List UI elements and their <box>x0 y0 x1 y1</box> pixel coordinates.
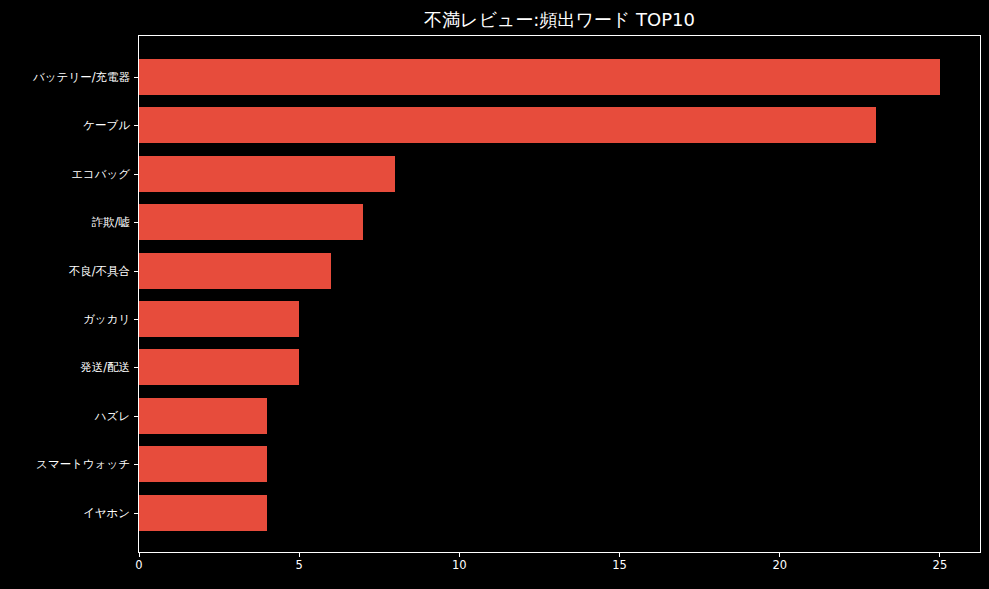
x-tick <box>779 553 780 557</box>
x-axis-tick-label: 0 <box>135 558 142 572</box>
y-axis-label: 詐欺/嘘 <box>92 214 130 230</box>
bar <box>139 59 940 95</box>
y-tick <box>134 174 138 175</box>
y-axis-label: ガッカリ <box>83 311 130 327</box>
y-tick <box>134 319 138 320</box>
y-axis-label: エコバッグ <box>71 166 130 182</box>
y-tick <box>134 513 138 514</box>
bar <box>139 349 299 385</box>
x-axis-tick-label: 25 <box>933 558 948 572</box>
x-axis-tick-label: 20 <box>772 558 787 572</box>
bar <box>139 398 267 434</box>
x-axis-tick-labels: 0510152025 <box>139 558 980 576</box>
x-axis-tick-label: 5 <box>296 558 303 572</box>
y-tick <box>134 222 138 223</box>
y-axis-label: 発送/配送 <box>80 359 130 375</box>
y-axis-label: イヤホン <box>83 505 130 521</box>
bar <box>139 204 363 240</box>
y-axis-label: ハズレ <box>95 408 130 424</box>
x-tick <box>299 553 300 557</box>
y-tick <box>134 464 138 465</box>
x-tick <box>139 553 140 557</box>
bar <box>139 446 267 482</box>
plot-area <box>138 35 981 553</box>
bar <box>139 107 876 143</box>
bar <box>139 156 395 192</box>
y-axis-label: 不良/不具合 <box>69 263 130 279</box>
y-tick <box>134 271 138 272</box>
bar <box>139 253 331 289</box>
x-tick <box>939 553 940 557</box>
x-axis-tick-label: 10 <box>452 558 467 572</box>
y-tick <box>134 125 138 126</box>
bar-chart-figure: 不満レビュー:頻出ワード TOP10 バッテリー/充電器ケーブルエコバッグ詐欺/… <box>0 0 989 589</box>
y-axis-label: スマートウォッチ <box>36 456 130 472</box>
chart-title: 不満レビュー:頻出ワード TOP10 <box>139 8 980 32</box>
y-axis-label: ケーブル <box>83 117 130 133</box>
x-axis-tick-label: 15 <box>612 558 627 572</box>
y-tick <box>134 367 138 368</box>
x-tick <box>619 553 620 557</box>
y-tick <box>134 77 138 78</box>
bar <box>139 495 267 531</box>
y-axis-label: バッテリー/充電器 <box>33 69 130 85</box>
x-tick <box>459 553 460 557</box>
bar <box>139 301 299 337</box>
y-tick <box>134 416 138 417</box>
y-axis-labels: バッテリー/充電器ケーブルエコバッグ詐欺/嘘不良/不具合ガッカリ発送/配送ハズレ… <box>0 36 134 552</box>
